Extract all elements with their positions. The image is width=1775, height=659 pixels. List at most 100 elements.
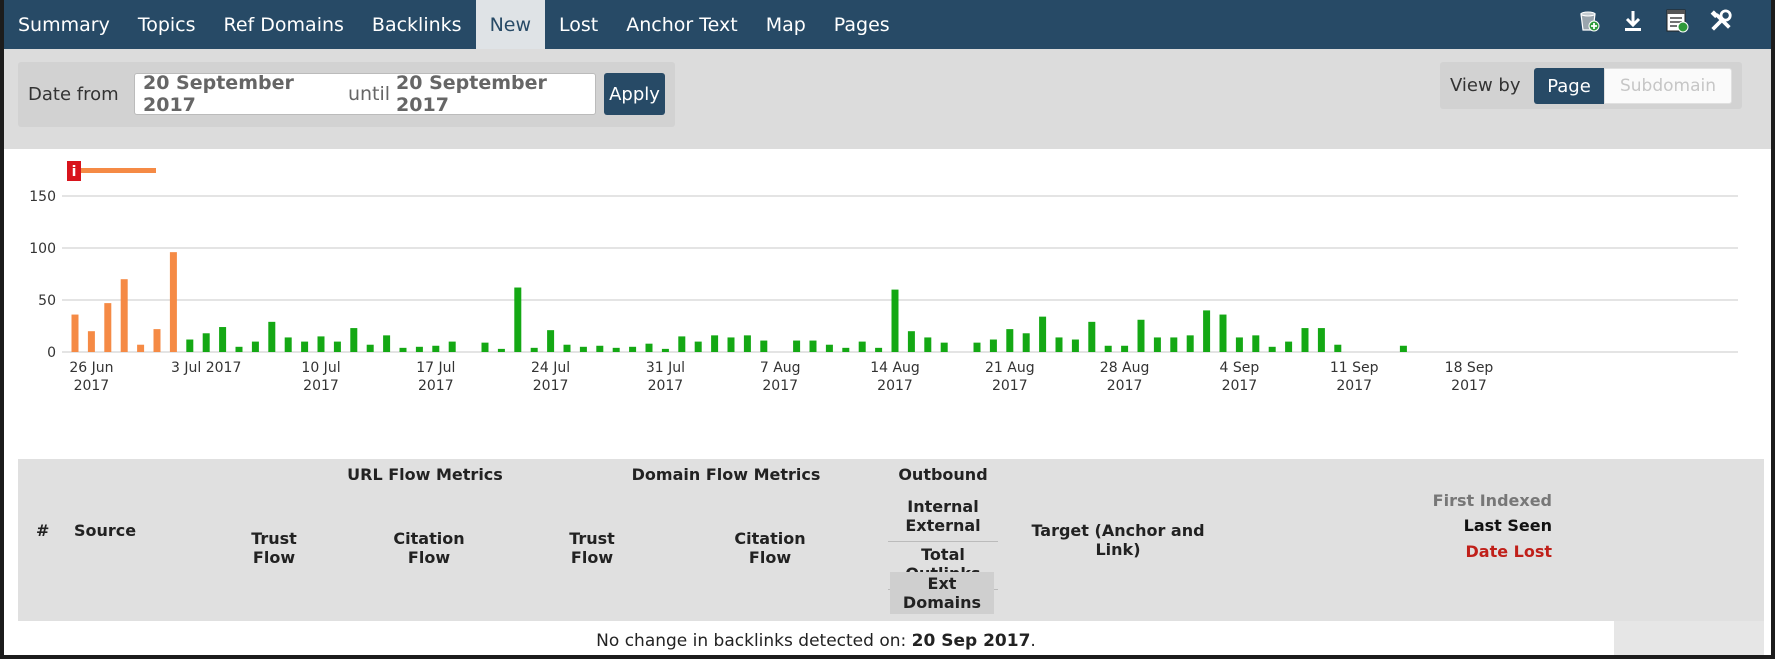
view-page-button[interactable]: Page	[1534, 68, 1604, 104]
chart-bar[interactable]	[448, 341, 456, 352]
chart-bar[interactable]	[1088, 321, 1096, 352]
chart-bar[interactable]	[760, 340, 768, 352]
chart-bar[interactable]	[530, 347, 538, 352]
chart-bar[interactable]	[1039, 316, 1047, 352]
chart-bar[interactable]	[875, 347, 883, 352]
chart-bar[interactable]	[333, 341, 341, 352]
chart-bar[interactable]	[1219, 314, 1227, 352]
ext-domains-header[interactable]: Ext Domains	[890, 572, 994, 614]
chart-bar[interactable]	[301, 341, 309, 352]
chart-bar[interactable]	[350, 328, 358, 352]
chart-bar[interactable]	[1104, 345, 1112, 352]
chart-bar[interactable]	[596, 345, 604, 352]
target-header[interactable]: Target (Anchor and Link)	[1031, 521, 1205, 559]
chart-bar[interactable]	[1252, 335, 1260, 352]
chart-bar[interactable]	[924, 337, 932, 352]
tab-backlinks[interactable]: Backlinks	[371, 13, 462, 36]
chart-bar[interactable]	[907, 331, 915, 352]
chart-bar[interactable]	[1301, 328, 1309, 352]
chart-bar[interactable]	[71, 314, 79, 352]
chart-bar[interactable]	[1153, 337, 1161, 352]
chart-bar[interactable]	[1334, 344, 1342, 352]
url-trust-flow-header[interactable]: Trust Flow	[251, 529, 297, 567]
chart-bar[interactable]	[514, 287, 522, 352]
chart-bar[interactable]	[1203, 310, 1211, 352]
chart-bar[interactable]	[973, 342, 981, 352]
chart-bar[interactable]	[268, 321, 276, 352]
chart-bar[interactable]	[202, 333, 210, 352]
chart-bar[interactable]	[284, 337, 292, 352]
tools-icon[interactable]	[1709, 8, 1733, 34]
chart-bar[interactable]	[497, 348, 505, 352]
chart-bar[interactable]	[1055, 337, 1063, 352]
chart-bar[interactable]	[629, 346, 637, 352]
tab-pages[interactable]: Pages	[833, 13, 890, 36]
tab-ref-domains[interactable]: Ref Domains	[223, 13, 344, 36]
tab-summary[interactable]: Summary	[18, 13, 110, 36]
date-to-value[interactable]: 20 September 2017	[396, 72, 547, 116]
first-indexed-header[interactable]: First Indexed	[1432, 491, 1552, 510]
chart-bar[interactable]	[1317, 328, 1325, 352]
chart-bar[interactable]	[1121, 345, 1129, 352]
chart-bar[interactable]	[661, 348, 669, 352]
chart-bar[interactable]	[793, 340, 801, 352]
download-icon[interactable]	[1621, 8, 1645, 34]
chart-bar[interactable]	[1399, 345, 1407, 352]
apply-button[interactable]: Apply	[604, 73, 665, 115]
chart-bar[interactable]	[1285, 341, 1293, 352]
tab-new[interactable]: New	[475, 0, 546, 49]
chart-bar[interactable]	[415, 346, 423, 352]
chart-bar[interactable]	[612, 347, 620, 352]
chart-bar[interactable]	[743, 335, 751, 352]
chart-bar[interactable]	[120, 279, 128, 352]
tab-anchor-text[interactable]: Anchor Text	[626, 13, 738, 36]
chart-bar[interactable]	[547, 330, 555, 352]
chart-bar[interactable]	[711, 335, 719, 352]
view-subdomain-button[interactable]: Subdomain	[1604, 68, 1732, 104]
chart-bar[interactable]	[104, 303, 112, 352]
chart-bar[interactable]	[1071, 339, 1079, 352]
date-range-input[interactable]: 20 September 2017 until 20 September 201…	[134, 72, 596, 116]
chart-bar[interactable]	[1022, 333, 1030, 352]
chart-bar[interactable]	[989, 339, 997, 352]
chart-bar[interactable]	[219, 327, 227, 352]
chart-bar[interactable]	[153, 329, 161, 352]
tab-topics[interactable]: Topics	[137, 13, 196, 36]
chart-bar[interactable]	[1186, 335, 1194, 352]
chart-bar[interactable]	[317, 336, 325, 352]
chart-bar[interactable]	[563, 344, 571, 352]
chart-bar[interactable]	[645, 343, 653, 352]
chart-bar[interactable]	[579, 346, 587, 352]
domain-citation-flow-header[interactable]: Citation Flow	[734, 529, 806, 567]
chart-bar[interactable]	[1268, 346, 1276, 352]
chart-bar[interactable]	[809, 340, 817, 352]
internal-external-header[interactable]: Internal External	[888, 497, 998, 542]
date-lost-header[interactable]: Date Lost	[1465, 542, 1552, 561]
url-citation-flow-header[interactable]: Citation Flow	[393, 529, 465, 567]
chart-bar[interactable]	[1006, 329, 1014, 352]
chart-bar[interactable]	[825, 344, 833, 352]
report-icon[interactable]	[1665, 8, 1689, 34]
chart-bar[interactable]	[235, 346, 243, 352]
chart-bar[interactable]	[481, 342, 489, 352]
chart-bar[interactable]	[399, 347, 407, 352]
domain-trust-flow-header[interactable]: Trust Flow	[569, 529, 615, 567]
chart-bar[interactable]	[1170, 337, 1178, 352]
tab-map[interactable]: Map	[765, 13, 806, 36]
chart-bar[interactable]	[694, 341, 702, 352]
date-from-value[interactable]: 20 September 2017	[143, 72, 294, 116]
chart-bar[interactable]	[169, 252, 177, 352]
tab-lost[interactable]: Lost	[559, 13, 599, 36]
chart-bar[interactable]	[432, 345, 440, 352]
column-source-header[interactable]: Source	[74, 521, 137, 540]
chart-bar[interactable]	[858, 341, 866, 352]
chart-bar[interactable]	[940, 342, 948, 352]
add-to-bucket-icon[interactable]	[1577, 8, 1601, 34]
chart-bar[interactable]	[137, 344, 145, 352]
chart-bar[interactable]	[383, 335, 391, 352]
chart-bar[interactable]	[366, 344, 374, 352]
chart-bar[interactable]	[678, 336, 686, 352]
chart-bar[interactable]	[891, 289, 899, 352]
chart-bar[interactable]	[1137, 319, 1145, 352]
chart-bar[interactable]	[87, 331, 95, 352]
